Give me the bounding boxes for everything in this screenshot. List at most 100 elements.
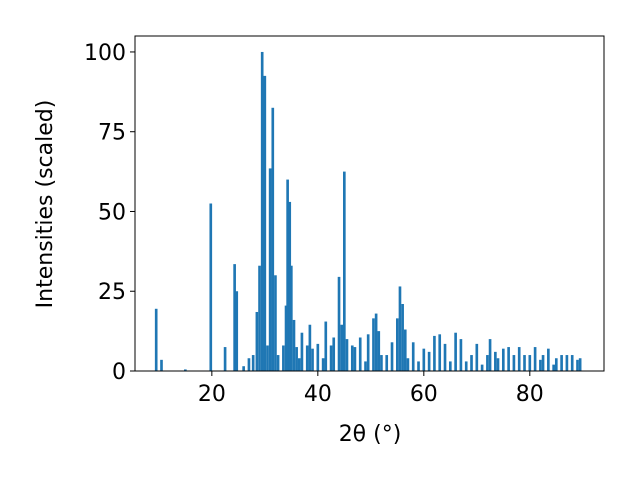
bar — [528, 355, 532, 371]
bar — [496, 358, 500, 371]
bar — [517, 347, 521, 371]
bar — [372, 318, 375, 371]
bar — [184, 369, 187, 371]
bar — [560, 355, 563, 371]
y-tick-label: 0 — [112, 360, 126, 385]
bar — [377, 331, 381, 371]
bar — [366, 334, 370, 371]
bar — [358, 337, 362, 371]
bar — [305, 345, 309, 371]
bar — [260, 51, 264, 371]
bar — [282, 345, 285, 371]
bar — [459, 339, 463, 371]
bar — [395, 318, 399, 371]
bar — [271, 107, 275, 372]
bar — [308, 324, 312, 371]
bar — [284, 305, 288, 371]
x-axis-label: 2θ (°) — [339, 422, 402, 447]
bar — [332, 337, 336, 371]
bar — [427, 351, 431, 371]
y-tick-label: 50 — [98, 200, 126, 225]
bar — [464, 361, 468, 371]
bar — [290, 265, 293, 371]
bar — [266, 345, 269, 371]
bar — [552, 364, 555, 371]
bar — [539, 359, 542, 371]
bar — [488, 339, 492, 371]
bar — [223, 347, 227, 371]
bar — [403, 329, 407, 371]
bar — [353, 347, 357, 371]
bar — [411, 342, 415, 371]
y-axis-label: Intensities (scaled) — [33, 100, 58, 309]
bar — [297, 358, 301, 371]
bar — [300, 332, 304, 371]
bar — [523, 355, 526, 371]
bar — [576, 359, 579, 371]
bar — [380, 355, 383, 371]
bar — [292, 319, 296, 371]
bar — [268, 168, 272, 371]
bar — [570, 355, 574, 371]
bar — [448, 361, 452, 371]
bar — [286, 179, 289, 371]
bar — [565, 355, 569, 371]
bar — [364, 361, 367, 371]
bar — [233, 264, 236, 371]
bar — [311, 348, 314, 371]
bar — [235, 291, 239, 371]
bar — [486, 355, 489, 371]
bar — [507, 347, 510, 371]
bar — [329, 345, 333, 371]
bar — [242, 366, 245, 371]
bar — [209, 203, 213, 371]
bar — [494, 351, 497, 371]
bar — [385, 355, 389, 371]
bar — [512, 355, 516, 371]
bar — [350, 345, 354, 371]
bar — [533, 347, 537, 371]
y-tick-label: 100 — [84, 41, 126, 66]
x-tick-label: 20 — [198, 382, 226, 407]
bar — [374, 313, 378, 371]
bar — [470, 355, 473, 371]
x-tick-label: 60 — [410, 382, 438, 407]
bar — [321, 358, 325, 371]
bar — [258, 265, 261, 371]
bar — [274, 275, 277, 371]
bar — [454, 332, 457, 371]
x-tick-label: 40 — [304, 382, 332, 407]
bar — [340, 324, 344, 371]
bar — [316, 343, 320, 371]
bar — [443, 343, 447, 371]
bar — [398, 286, 402, 371]
y-tick-label: 25 — [98, 280, 126, 305]
bar — [501, 348, 505, 371]
bar — [337, 276, 341, 371]
bar — [422, 348, 426, 371]
plot-frame — [134, 35, 605, 372]
bar — [433, 335, 436, 371]
bar — [401, 304, 404, 371]
bar — [343, 171, 346, 371]
bar — [160, 359, 163, 371]
bar — [438, 334, 442, 371]
bar — [554, 358, 558, 371]
bar — [324, 321, 328, 371]
bar — [247, 358, 251, 371]
bar — [547, 348, 550, 371]
bar — [154, 308, 158, 371]
x-tick-label: 80 — [516, 382, 544, 407]
bar — [541, 355, 545, 371]
bar — [578, 358, 582, 371]
bar — [417, 361, 420, 371]
bar — [295, 347, 298, 371]
bar — [276, 355, 280, 371]
y-tick-label: 75 — [98, 121, 126, 146]
bar — [263, 75, 267, 371]
bar — [475, 343, 479, 371]
bar — [251, 355, 255, 371]
bar — [255, 311, 259, 371]
bar — [480, 364, 484, 371]
